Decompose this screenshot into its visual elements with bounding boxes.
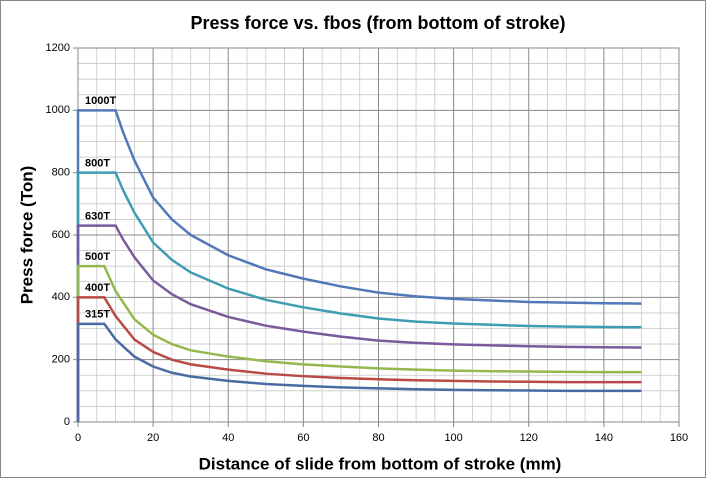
x-tick-label: 120 — [520, 432, 538, 444]
y-tick-label: 400 — [52, 291, 70, 303]
y-tick-label: 1000 — [46, 104, 70, 116]
series-label: 315T — [85, 309, 110, 321]
series-line — [76, 264, 642, 422]
series-label: 800T — [85, 158, 110, 170]
y-axis-label: Press force (Ton) — [17, 166, 36, 305]
x-tick-label: 100 — [444, 432, 462, 444]
x-axis-label: Distance of slide from bottom of stroke … — [199, 454, 562, 473]
y-tick-label: 800 — [52, 167, 70, 179]
y-tick-label: 600 — [52, 229, 70, 241]
x-tick-label: 140 — [595, 432, 613, 444]
x-tick-label: 20 — [147, 432, 159, 444]
x-tick-label: 160 — [670, 432, 688, 444]
series-label: 500T — [85, 251, 110, 263]
series-line — [76, 109, 642, 422]
x-tick-label: 40 — [222, 432, 234, 444]
chart-title: Press force vs. fbos (from bottom of str… — [190, 13, 565, 33]
series-label: 630T — [85, 211, 110, 223]
y-tick-label: 200 — [52, 354, 70, 366]
x-tick-label: 0 — [75, 432, 81, 444]
x-tick-label: 60 — [297, 432, 309, 444]
y-tick-label: 1200 — [46, 42, 70, 54]
x-tick-label: 80 — [372, 432, 384, 444]
series-line — [76, 171, 642, 422]
series-line — [76, 322, 642, 422]
series-line — [76, 296, 642, 422]
series-label: 400T — [85, 282, 110, 294]
series-label: 1000T — [85, 95, 116, 107]
y-tick-label: 0 — [64, 416, 70, 428]
series-line — [76, 224, 642, 422]
